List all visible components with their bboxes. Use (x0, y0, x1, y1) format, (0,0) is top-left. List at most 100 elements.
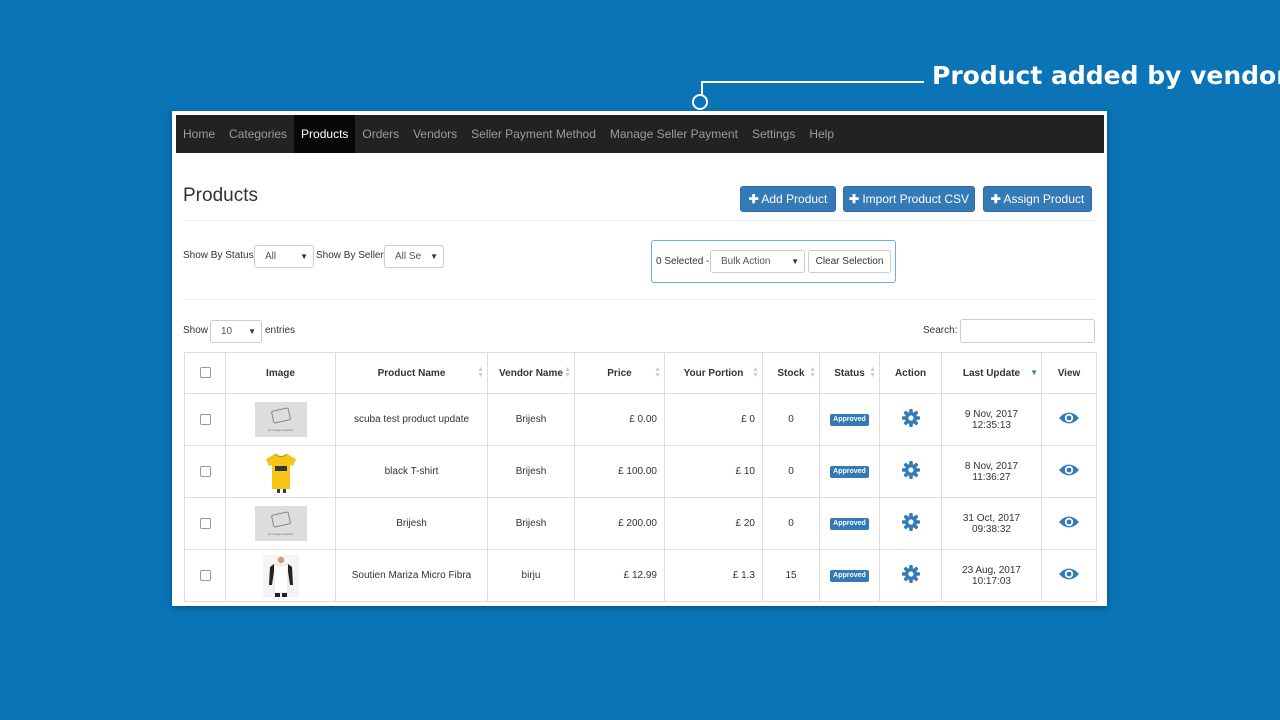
view-cell (1041, 445, 1097, 498)
column-header-status[interactable]: Status ▲ ▼ (819, 352, 880, 394)
eye-icon[interactable] (1058, 566, 1080, 582)
camera-icon (270, 407, 291, 424)
column-header-action: Action (879, 352, 942, 394)
nav-help[interactable]: Help (809, 127, 834, 141)
vendor-name: Brijesh (487, 445, 575, 498)
column-header-your-portion[interactable]: Your Portion ▲ ▼ (664, 352, 763, 394)
sort-icon: ▲ ▼ (809, 366, 816, 379)
clear-selection-button[interactable]: Clear Selection (808, 250, 891, 273)
import-product-csv-button[interactable]: ✚ Import Product CSV (843, 186, 975, 212)
add-product-button[interactable]: ✚ Add Product (740, 186, 836, 212)
row-select-cell (184, 393, 226, 446)
bulk-action-select[interactable]: Bulk Action ▼ (710, 250, 805, 273)
select-all-checkbox[interactable] (199, 367, 211, 379)
view-cell (1041, 393, 1097, 446)
action-cell (879, 445, 942, 498)
price: £ 0.00 (574, 393, 665, 446)
price: £ 100.00 (574, 445, 665, 498)
vendor-name: Brijesh (487, 497, 575, 550)
nav-categories[interactable]: Categories (229, 127, 288, 141)
gear-icon[interactable] (901, 512, 921, 532)
caret-down-icon: ▼ (300, 252, 308, 261)
table-row: black T-shirt Brijesh £ 100.00 £ 10 0 Ap… (184, 445, 1097, 498)
product-image-cell: No Image Available (225, 497, 336, 550)
gear-icon[interactable] (901, 564, 921, 584)
stock: 0 (762, 445, 820, 498)
last-update: 8 Nov, 2017 11:36:27 (941, 445, 1042, 498)
eye-icon[interactable] (1058, 410, 1080, 426)
entries-label: entries (265, 325, 296, 336)
nav-home[interactable]: Home (183, 127, 216, 141)
your-portion: £ 1.3 (664, 549, 763, 602)
row-select-cell (184, 549, 226, 602)
callout-dot (692, 94, 708, 110)
nav-settings[interactable]: Settings (751, 127, 796, 141)
divider (183, 220, 1095, 221)
caret-down-icon: ▼ (248, 327, 256, 336)
nav-vendors[interactable]: Vendors (413, 127, 458, 141)
sort-icon: ▲ ▼ (869, 366, 876, 379)
status-badge: Approved (830, 414, 869, 426)
action-cell (879, 497, 942, 550)
seller-filter-select[interactable]: All Se ▼ (384, 245, 444, 268)
search-input[interactable] (960, 319, 1095, 343)
your-portion: £ 10 (664, 445, 763, 498)
status-filter-select[interactable]: All ▼ (254, 245, 314, 268)
search-label: Search: (923, 325, 958, 336)
product-image-cell (225, 549, 336, 602)
status-badge: Approved (830, 570, 869, 582)
admin-window: Home Categories Products Orders Vendors … (172, 111, 1107, 606)
vendor-name: birju (487, 549, 575, 602)
status-badge: Approved (830, 466, 869, 478)
nav-products[interactable]: Products (294, 115, 356, 153)
divider (183, 299, 1095, 300)
stock: 15 (762, 549, 820, 602)
row-checkbox[interactable] (199, 413, 211, 425)
show-entries-label: Show (183, 325, 209, 336)
column-header-stock[interactable]: Stock ▲ ▼ (762, 352, 820, 394)
assign-product-button[interactable]: ✚ Assign Product (983, 186, 1092, 212)
your-portion: £ 0 (664, 393, 763, 446)
entries-per-page-select[interactable]: 10 ▼ (210, 320, 262, 343)
status-cell: Approved (819, 393, 880, 446)
sort-icon: ▲ ▼ (752, 366, 759, 379)
product-name: scuba test product update (335, 393, 488, 446)
page-title: Products (183, 185, 258, 206)
product-image-cell (225, 445, 336, 498)
product-image-placeholder: No Image Available (254, 402, 307, 437)
status-cell: Approved (819, 549, 880, 602)
column-header-product-name[interactable]: Product Name ▲ ▼ (335, 352, 488, 394)
nav-orders[interactable]: Orders (362, 127, 400, 141)
last-update: 31 Oct, 2017 09:38:32 (941, 497, 1042, 550)
status-filter-label: Show By Status (183, 250, 254, 261)
row-checkbox[interactable] (199, 517, 211, 529)
sort-icon: ▲ ▼ (564, 366, 571, 379)
eye-icon[interactable] (1058, 462, 1080, 478)
column-header-vendor-name[interactable]: Vendor Name ▲ ▼ (487, 352, 575, 394)
nav-manage-seller-payment[interactable]: Manage Seller Payment (609, 127, 738, 141)
product-image-placeholder: No Image Available (254, 506, 307, 541)
last-update: 9 Nov, 2017 12:35:13 (941, 393, 1042, 446)
caret-down-icon: ▼ (430, 252, 438, 261)
row-select-cell (184, 445, 226, 498)
nav-seller-payment-method[interactable]: Seller Payment Method (471, 127, 596, 141)
gear-icon[interactable] (901, 408, 921, 428)
stock: 0 (762, 497, 820, 550)
stock: 0 (762, 393, 820, 446)
select-all-cell (184, 352, 226, 394)
your-portion: £ 20 (664, 497, 763, 550)
gear-icon[interactable] (901, 460, 921, 480)
column-header-price[interactable]: Price ▲ ▼ (574, 352, 665, 394)
selected-count: 0 Selected - (656, 256, 710, 267)
action-cell (879, 393, 942, 446)
product-image-cell: No Image Available (225, 393, 336, 446)
product-name: Brijesh (335, 497, 488, 550)
view-cell (1041, 549, 1097, 602)
row-checkbox[interactable] (199, 569, 211, 581)
eye-icon[interactable] (1058, 514, 1080, 530)
row-checkbox[interactable] (199, 465, 211, 477)
status-cell: Approved (819, 497, 880, 550)
column-header-view: View (1041, 352, 1097, 394)
products-table: Image Product Name ▲ ▼ Vendor Name ▲ ▼ Price… (184, 352, 1097, 602)
column-header-last-update[interactable]: Last Update ▼ (941, 352, 1042, 394)
